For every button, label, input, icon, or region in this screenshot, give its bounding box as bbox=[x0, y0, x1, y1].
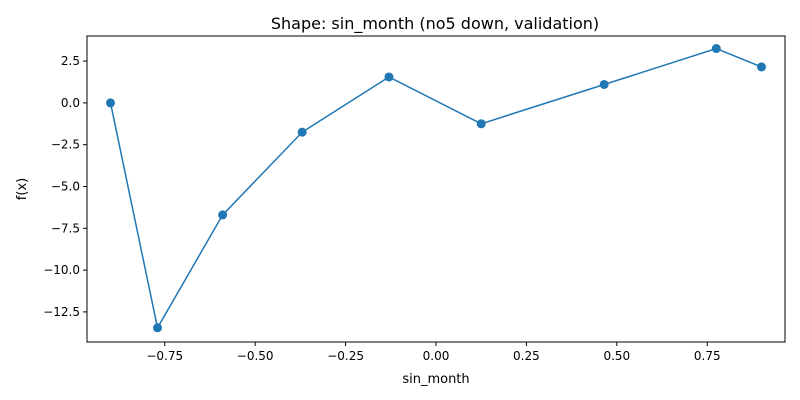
x-tick-label: −0.25 bbox=[327, 349, 364, 363]
x-axis-label: sin_month bbox=[402, 372, 469, 387]
y-axis-label: f(x) bbox=[15, 178, 30, 200]
data-point bbox=[218, 210, 228, 220]
x-tick-label: −0.50 bbox=[237, 349, 274, 363]
data-point bbox=[297, 127, 307, 137]
data-point bbox=[599, 79, 609, 89]
y-tick-label: −7.5 bbox=[51, 221, 80, 235]
x-tick-label: 0.50 bbox=[603, 349, 630, 363]
x-axis-ticks: −0.75 −0.50 −0.25 0.00 0.25 0.50 0.75 bbox=[146, 342, 721, 363]
y-axis-ticks: 2.5 0.0 −2.5 −5.0 −7.5 −10.0 −12.5 bbox=[43, 54, 87, 319]
plot-frame bbox=[86, 35, 786, 343]
y-tick-label: −2.5 bbox=[51, 138, 80, 152]
data-point bbox=[476, 119, 486, 129]
data-point bbox=[153, 323, 163, 333]
x-tick-label: −0.75 bbox=[146, 349, 183, 363]
data-point bbox=[756, 62, 766, 72]
data-point bbox=[106, 98, 116, 108]
data-point bbox=[384, 72, 394, 82]
y-tick-label: −10.0 bbox=[43, 263, 80, 277]
plot-area bbox=[87, 36, 785, 342]
x-tick-label: 0.75 bbox=[694, 349, 721, 363]
y-tick-label: 2.5 bbox=[61, 54, 80, 68]
chart-title: Shape: sin_month (no5 down, validation) bbox=[271, 14, 599, 34]
x-tick-label: 0.25 bbox=[513, 349, 540, 363]
y-tick-label: −12.5 bbox=[43, 305, 80, 319]
x-tick-label: 0.00 bbox=[423, 349, 450, 363]
y-tick-label: 0.0 bbox=[61, 96, 80, 110]
series-layer bbox=[106, 44, 766, 333]
data-point bbox=[711, 44, 721, 54]
y-tick-label: −5.0 bbox=[51, 179, 80, 193]
